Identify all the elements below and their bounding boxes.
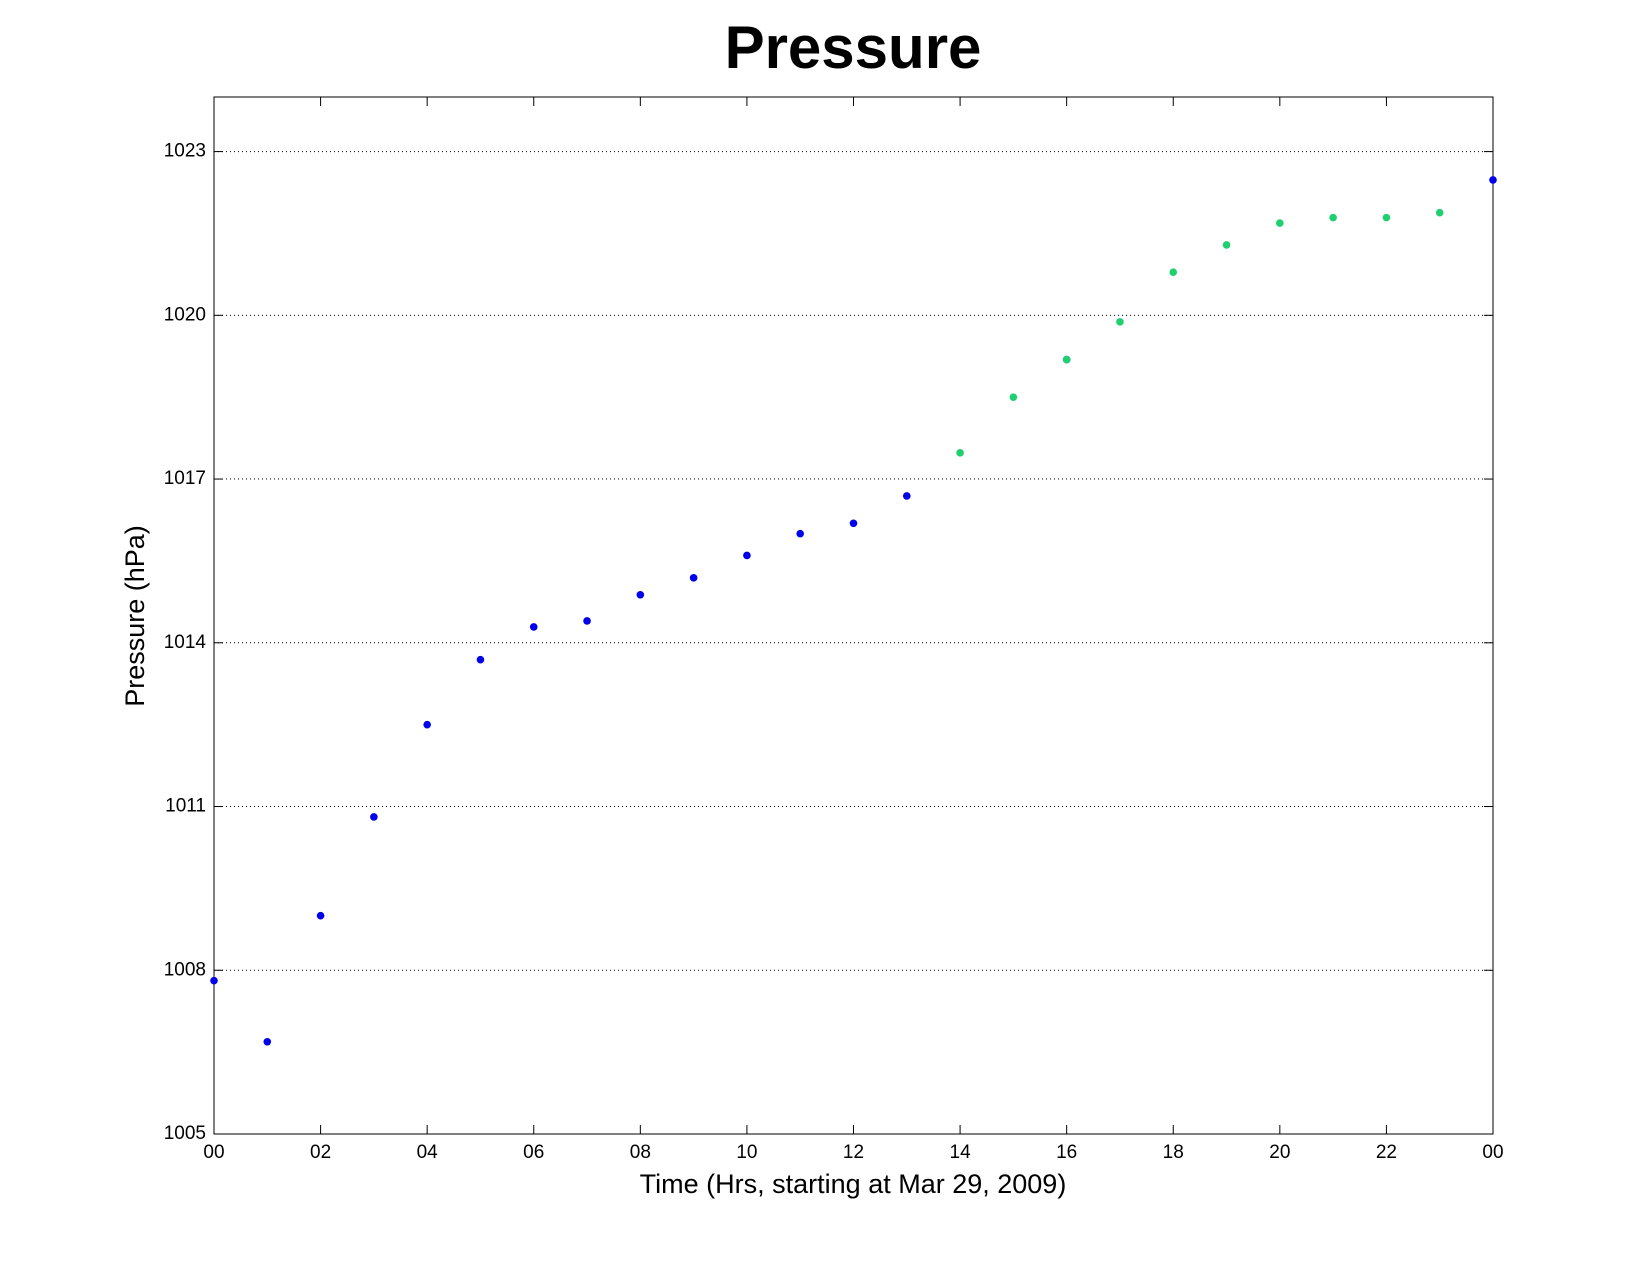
data-point: [849, 519, 858, 528]
y-axis-label: Pressure (hPa): [120, 525, 150, 707]
x-tick-label: 22: [1376, 1142, 1397, 1163]
x-tick-label: 10: [736, 1142, 757, 1163]
y-tick-label: 1005: [164, 1123, 206, 1144]
data-point: [263, 1037, 272, 1046]
y-tick-label: 1023: [164, 141, 206, 162]
data-point: [743, 551, 751, 560]
data-point: [1435, 208, 1444, 217]
data-point: [796, 529, 805, 538]
data-point: [210, 976, 218, 985]
x-tick-label: 20: [1269, 1142, 1290, 1163]
x-tick-label: 08: [630, 1142, 651, 1163]
x-tick-label: 18: [1163, 1142, 1184, 1163]
data-point: [1382, 213, 1391, 222]
data-point: [902, 492, 911, 500]
data-point: [1062, 355, 1071, 364]
data-point: [1116, 318, 1124, 326]
data-point: [370, 813, 378, 821]
chart-title: Pressure: [725, 14, 982, 81]
x-tick-label: 06: [523, 1142, 544, 1163]
data-point: [1009, 393, 1018, 401]
data-point: [583, 617, 591, 625]
x-tick-label: 12: [843, 1142, 864, 1163]
x-tick-label: 14: [950, 1142, 972, 1163]
data-point: [1329, 213, 1337, 222]
data-point: [316, 911, 325, 920]
plot-frame: [213, 96, 1494, 1135]
x-tick-label: 04: [417, 1142, 439, 1163]
x-tick-label: 00: [203, 1142, 224, 1163]
y-tick-label: 1020: [164, 304, 206, 325]
data-point: [636, 590, 645, 599]
y-tick-label: 1017: [164, 468, 206, 489]
data-point: [1222, 241, 1231, 249]
x-tick-label: 16: [1056, 1142, 1077, 1163]
y-tick-label: 1014: [164, 632, 207, 653]
data-point: [529, 623, 538, 631]
data-point: [1276, 219, 1284, 227]
data-point: [689, 574, 698, 582]
data-point: [1169, 268, 1178, 276]
data-point: [423, 720, 431, 729]
x-tick-label: 02: [310, 1142, 331, 1163]
y-tick-label: 1011: [165, 796, 206, 817]
x-axis-label: Time (Hrs, starting at Mar 29, 2009): [640, 1169, 1067, 1199]
data-point: [476, 655, 485, 664]
x-tick-label: 00: [1482, 1142, 1503, 1163]
data-point: [956, 449, 964, 457]
data-point: [1489, 176, 1497, 184]
y-tick-label: 1008: [164, 959, 206, 980]
